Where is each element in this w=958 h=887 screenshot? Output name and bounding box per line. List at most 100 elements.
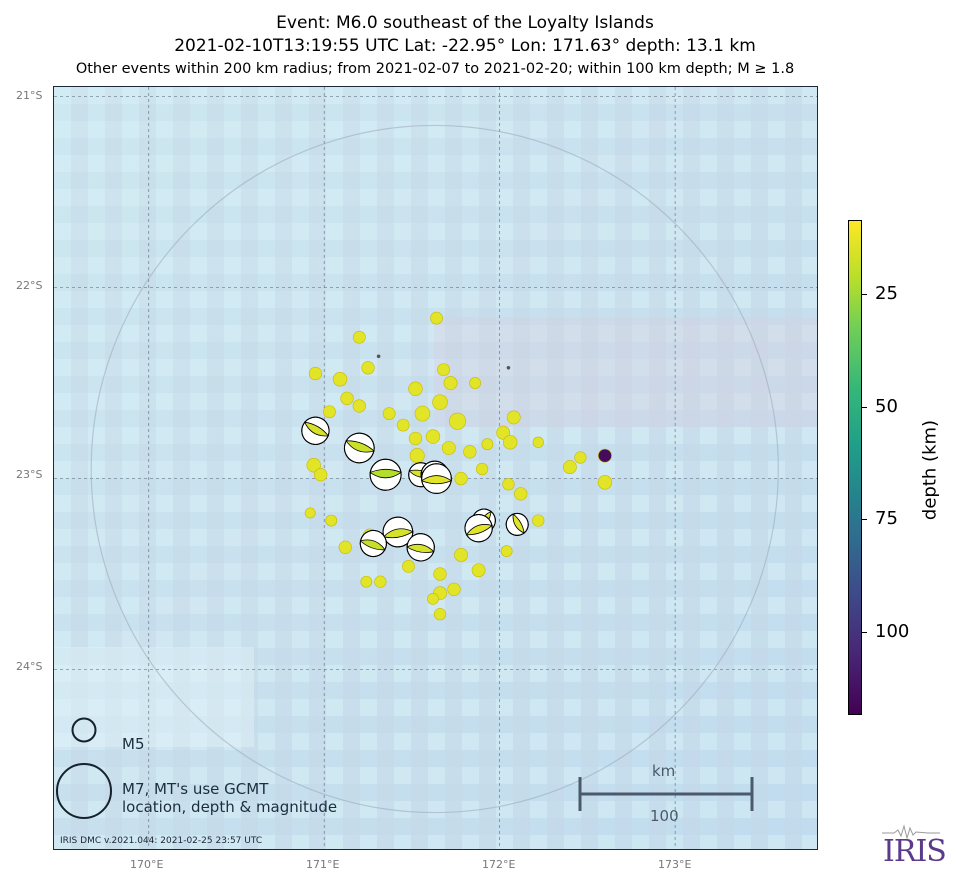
focal-mechanism[interactable]: [420, 463, 453, 494]
colorbar-label-100: 100: [875, 621, 910, 642]
tiny-markers-layer: [376, 354, 511, 370]
earthquake-marker[interactable]: [463, 445, 477, 459]
seismicity-map[interactable]: [53, 86, 818, 850]
earthquake-marker[interactable]: [441, 441, 456, 455]
earthquake-marker[interactable]: [562, 460, 577, 474]
shallow-shading: [54, 647, 254, 747]
earthquake-marker[interactable]: [430, 311, 443, 325]
focal-mechanism[interactable]: [405, 532, 437, 564]
earthquake-marker[interactable]: [433, 567, 447, 581]
colorbar-tick-25: [862, 294, 867, 295]
earthquake-marker[interactable]: [481, 438, 494, 451]
depth-colorbar: [848, 220, 862, 715]
lon-label-172: 172°E: [482, 858, 516, 871]
earthquake-marker[interactable]: [454, 548, 468, 562]
earthquake-marker[interactable]: [427, 593, 439, 605]
earthquake-marker[interactable]: [532, 436, 544, 448]
earthquake-marker[interactable]: [338, 540, 352, 554]
lon-label-171: 171°E: [306, 858, 340, 871]
earthquake-marker[interactable]: [308, 366, 323, 381]
small-marker: [376, 354, 381, 359]
credit-text: IRIS DMC v.2021.044: 2021-02-25 23:57 UT…: [60, 836, 263, 846]
earthquake-marker[interactable]: [408, 431, 423, 446]
earthquake-marker[interactable]: [402, 560, 415, 573]
colorbar-label-25: 25: [875, 283, 898, 304]
earthquake-marker[interactable]: [361, 361, 375, 375]
scale-bar: [578, 777, 754, 811]
earthquake-marker[interactable]: [500, 545, 513, 557]
earthquake-marker[interactable]: [332, 372, 348, 387]
beachball-rim: [406, 533, 435, 562]
beachball-rim: [505, 512, 529, 536]
focal-mechanism[interactable]: [340, 429, 378, 467]
earthquake-marker[interactable]: [425, 429, 441, 444]
earthquake-marker[interactable]: [304, 507, 316, 519]
earthquake-marker[interactable]: [598, 448, 612, 463]
earthquake-marker[interactable]: [382, 407, 396, 420]
earthquake-marker[interactable]: [597, 475, 613, 490]
earthquake-marker[interactable]: [514, 487, 528, 501]
focal-mechanism[interactable]: [369, 458, 402, 491]
graticule: [54, 87, 817, 849]
radius-circle: [90, 124, 779, 814]
legend-m7-sublabel: location, depth & magnitude: [122, 798, 338, 816]
event-details: 2021-02-10T13:19:55 UTC Lat: -22.95° Lon…: [174, 36, 756, 56]
iris-logo-text: IRIS: [883, 834, 947, 869]
event-title: Event: M6.0 southeast of the Loyalty Isl…: [276, 13, 654, 33]
focal-mechanism[interactable]: [502, 509, 532, 539]
earthquake-marker[interactable]: [323, 405, 336, 419]
beachball-rim: [421, 463, 452, 494]
earthquake-marker[interactable]: [374, 575, 387, 588]
earthquake-marker[interactable]: [352, 399, 366, 413]
scale-value: 100: [650, 807, 679, 825]
earthquake-marker[interactable]: [437, 363, 450, 377]
earthquake-marker[interactable]: [432, 394, 448, 410]
focal-mechanisms-layer: [297, 412, 532, 564]
earthquake-marker[interactable]: [396, 418, 410, 432]
earthquake-marker[interactable]: [409, 448, 425, 464]
legend-m7-label: M7, MT's use GCMT: [122, 780, 269, 798]
lat-label-21: 21°S: [16, 89, 43, 102]
earthquake-marker[interactable]: [574, 451, 587, 464]
earthquake-marker[interactable]: [447, 582, 461, 596]
colorbar-tick-100: [862, 632, 867, 633]
legend-m5-label: M5: [122, 735, 145, 753]
focal-mechanism[interactable]: [297, 412, 334, 449]
colorbar-tick-75: [862, 519, 867, 520]
beachball-rim: [359, 529, 387, 558]
earthquake-marker[interactable]: [476, 462, 489, 476]
earthquake-marker[interactable]: [503, 435, 518, 450]
iris-logo: [882, 824, 940, 840]
map-canvas: [54, 87, 817, 849]
earthquake-marker[interactable]: [532, 514, 545, 527]
beachball-rim: [369, 458, 402, 491]
events-layer: [304, 311, 613, 621]
earthquake-marker[interactable]: [496, 425, 511, 440]
earthquake-marker[interactable]: [471, 563, 486, 578]
earthquake-marker[interactable]: [408, 381, 423, 396]
earthquake-marker[interactable]: [433, 608, 447, 621]
earthquake-marker[interactable]: [306, 457, 321, 473]
scale-unit: km: [652, 762, 676, 780]
focal-mechanism[interactable]: [461, 511, 496, 546]
earthquake-marker[interactable]: [506, 410, 521, 425]
legend-m7-symbol: [56, 763, 112, 819]
earthquake-marker[interactable]: [469, 377, 481, 389]
earthquake-marker[interactable]: [443, 376, 458, 390]
focal-mechanism[interactable]: [381, 515, 415, 549]
lat-label-23: 23°S: [16, 468, 43, 481]
focal-mechanism[interactable]: [357, 527, 391, 561]
beachball-rim: [464, 514, 493, 543]
earthquake-marker[interactable]: [352, 330, 366, 344]
earthquake-marker[interactable]: [325, 514, 338, 527]
earthquake-marker[interactable]: [360, 575, 373, 588]
earthquake-marker[interactable]: [454, 471, 468, 486]
earthquake-marker[interactable]: [502, 478, 515, 491]
earthquake-marker[interactable]: [449, 412, 467, 430]
earthquake-marker[interactable]: [340, 391, 354, 405]
legend-m5-symbol: [71, 717, 97, 743]
beachball-rim: [343, 432, 375, 464]
map-subtitle: Other events within 200 km radius; from …: [75, 61, 795, 77]
earthquake-marker[interactable]: [314, 468, 328, 482]
earthquake-marker[interactable]: [414, 405, 431, 422]
